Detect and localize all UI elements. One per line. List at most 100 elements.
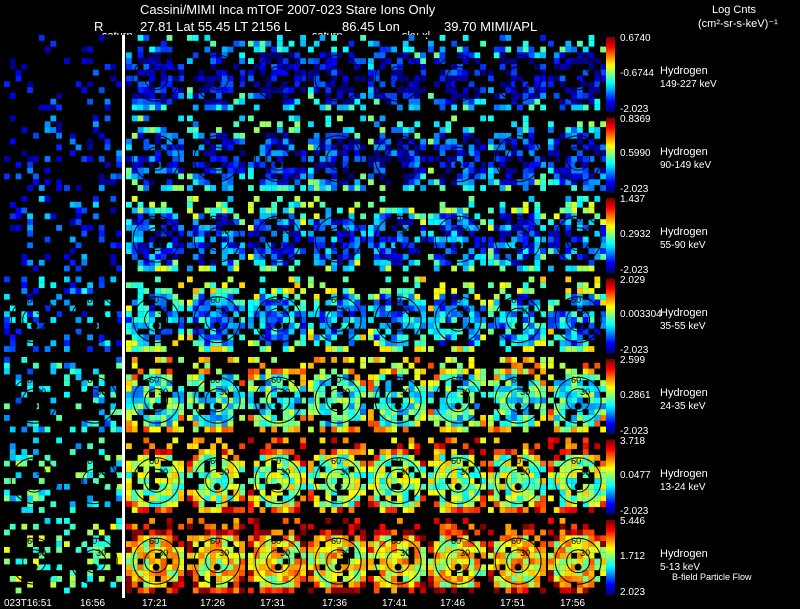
planet-marker (213, 322, 221, 330)
pixel-cell (420, 409, 426, 415)
pixel-cell (216, 334, 222, 341)
pixel-cell (439, 293, 446, 300)
pixel-cell (342, 374, 349, 381)
pixel-cell (439, 150, 446, 157)
pixel-cell (499, 230, 506, 237)
pixel-cell (439, 454, 446, 461)
pixel-cell (277, 196, 283, 202)
pixel-cell (44, 156, 51, 162)
pixel-cell (265, 409, 272, 415)
pixel-cell (44, 346, 51, 352)
pixel-cell (319, 391, 326, 398)
pixel-cell (87, 501, 93, 508)
pixel-cell (172, 535, 179, 542)
colorbar-segment (606, 169, 615, 173)
pixel-cell (528, 483, 535, 490)
pixel-cell (64, 299, 70, 306)
pixel-cell (204, 87, 211, 93)
pixel-cell (239, 380, 245, 386)
pixel-cell (227, 104, 234, 111)
pixel-cell (360, 58, 366, 64)
pixel-cell (360, 547, 366, 553)
pixel-cell (265, 265, 272, 272)
pixel-cell (439, 207, 446, 214)
colorbar-segment (606, 414, 615, 418)
pixel-cell (439, 415, 446, 421)
pixel-cell (553, 93, 560, 99)
flux-contour-inner (266, 388, 291, 413)
pixel-cell (98, 426, 105, 433)
pixel-cell (594, 132, 601, 139)
pixel-cell (9, 305, 16, 312)
pixel-cell (493, 368, 500, 375)
pixel-cell (354, 305, 361, 312)
pixel-cell (414, 161, 421, 168)
pixel-cell (21, 127, 28, 133)
pixel-cell (582, 299, 589, 306)
pixel-cell (300, 185, 306, 191)
pixel-cell (397, 443, 403, 450)
colorbar-segment (606, 508, 615, 511)
pixel-cell (402, 207, 409, 214)
pixel-cell (559, 415, 566, 421)
pixel-cell (385, 478, 392, 484)
pixel-cell (559, 391, 566, 398)
pixel-cell (354, 98, 361, 105)
pixel-cell (428, 167, 434, 174)
pixel-cell (294, 420, 301, 427)
pixel-cell (445, 368, 452, 375)
pixel-cell (368, 173, 374, 180)
pixel-cell (379, 173, 386, 180)
pixel-cell (511, 415, 517, 421)
pixel-cell (433, 288, 440, 294)
pixel-cell (143, 420, 150, 427)
pixel-cell (325, 374, 332, 381)
pixel-cell (468, 374, 475, 381)
pixel-cell (331, 460, 337, 467)
pixel-cell (259, 362, 266, 369)
pixel-cell (559, 173, 566, 180)
pixel-cell (588, 127, 595, 133)
colorbar-segment (606, 94, 615, 98)
pixel-cell (172, 254, 179, 260)
pixel-cell (571, 507, 577, 513)
pixel-cell (294, 127, 301, 133)
pixel-cell (408, 299, 415, 306)
pixel-cell (308, 541, 314, 547)
pixel-cell (348, 483, 355, 490)
pixel-cell (104, 564, 111, 571)
colorbar-segment (606, 139, 615, 143)
pixel-cell (172, 299, 179, 306)
flux-contour-inner (566, 66, 591, 91)
pixel-cell (577, 397, 583, 404)
pixel-cell (319, 386, 326, 392)
pixel-cell (300, 541, 306, 547)
pixel-cell (522, 357, 529, 363)
pixel-cell (325, 98, 332, 105)
pixel-cell (233, 213, 240, 220)
pixel-cell (499, 282, 506, 289)
pixel-cell (528, 391, 535, 398)
pixel-cell (577, 236, 583, 243)
pixel-cell (149, 201, 155, 208)
pixel-cell (239, 576, 245, 582)
pixel-cell (178, 409, 184, 415)
pixel-cell (277, 69, 283, 76)
pixel-cell (565, 346, 572, 352)
pixel-cell (528, 380, 535, 386)
colorbar-segment (606, 130, 615, 133)
pixel-cell (239, 167, 245, 174)
pixel-cell (420, 299, 426, 306)
flux-contour-inner (446, 66, 471, 91)
pixel-cell (87, 317, 93, 323)
pixel-cell (462, 299, 469, 306)
pixel-cell (360, 483, 366, 490)
pixel-cell (227, 288, 234, 294)
pixel-cell (126, 460, 132, 467)
pixel-cell (420, 415, 426, 421)
pixel-cell (517, 460, 523, 467)
pixel-cell (50, 362, 57, 369)
pixel-cell (192, 340, 199, 347)
pixel-cell (126, 397, 132, 404)
pixel-cell (319, 161, 326, 168)
